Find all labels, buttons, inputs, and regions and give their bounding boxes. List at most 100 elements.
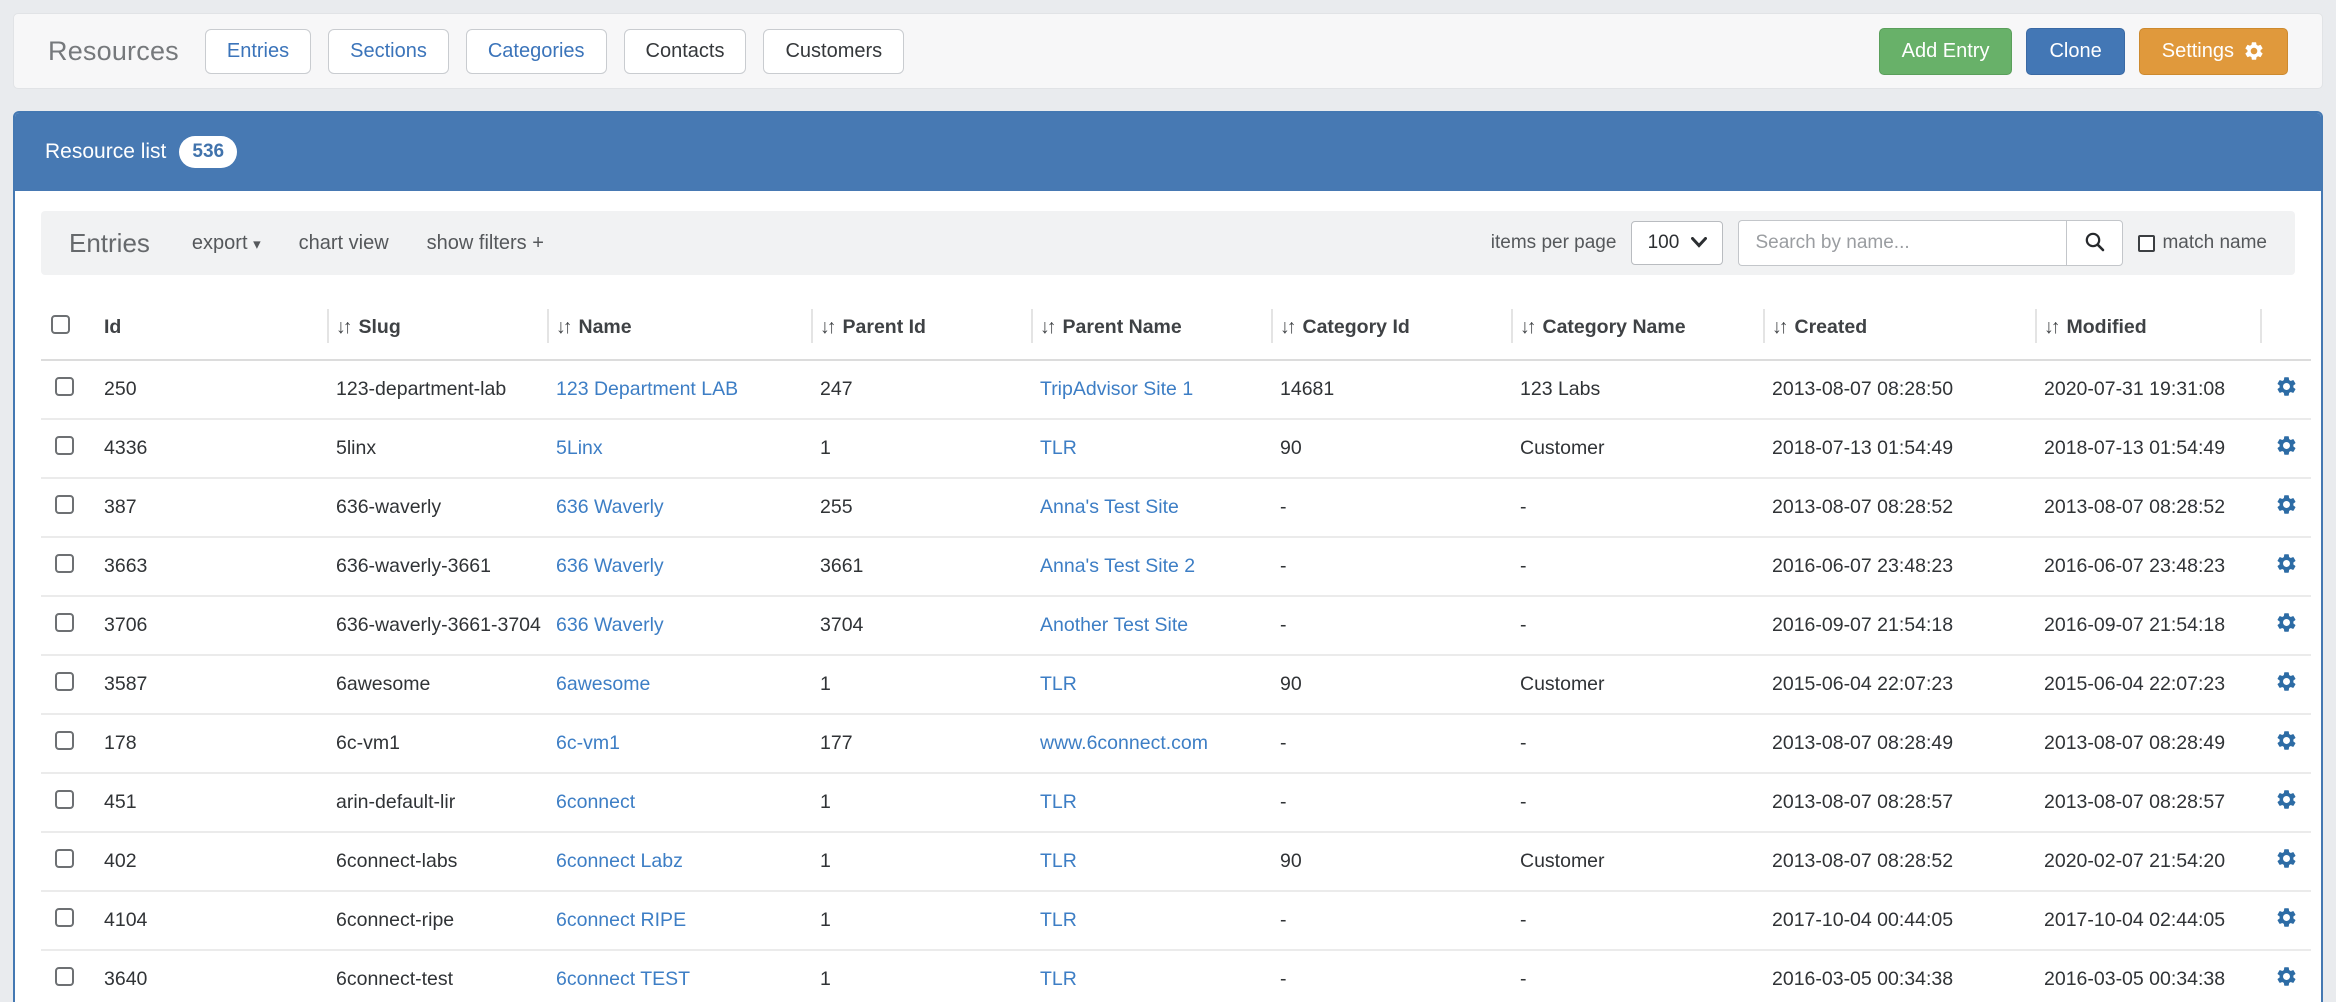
- gear-icon[interactable]: [2275, 495, 2298, 521]
- row-checkbox[interactable]: [55, 554, 74, 573]
- items-per-page-select[interactable]: 100: [1631, 221, 1724, 265]
- cell-category-id: 90: [1280, 437, 1302, 459]
- cell-id: 3587: [104, 673, 148, 695]
- cell-name: 5Linx: [548, 419, 812, 478]
- gear-icon[interactable]: [2275, 672, 2298, 698]
- cell-created: 2016-03-05 00:34:38: [1772, 968, 1954, 990]
- sort-icon: ↓↑: [556, 316, 572, 338]
- cell-modified: 2015-06-04 22:07:23: [2044, 673, 2226, 695]
- cell-parent-id: 177: [820, 732, 853, 754]
- cell-name: 6c-vm1: [548, 714, 812, 773]
- parent-name-link[interactable]: TLR: [1040, 968, 1077, 990]
- row-select-cell: [41, 537, 96, 596]
- gear-icon[interactable]: [2275, 436, 2298, 462]
- row-checkbox[interactable]: [55, 849, 74, 868]
- name-link[interactable]: 6connect TEST: [556, 968, 691, 990]
- column-header-category-id[interactable]: ↓↑ Category Id: [1271, 299, 1512, 360]
- cell-modified: 2018-07-13 01:54:49: [2044, 437, 2226, 459]
- gear-icon[interactable]: [2275, 849, 2298, 875]
- row-checkbox[interactable]: [55, 377, 74, 396]
- select-all-checkbox[interactable]: [51, 315, 70, 334]
- row-checkbox[interactable]: [55, 613, 74, 632]
- column-header-slug[interactable]: ↓↑ Slug: [327, 299, 548, 360]
- row-checkbox[interactable]: [55, 731, 74, 750]
- parent-name-link[interactable]: TLR: [1040, 791, 1077, 813]
- name-link[interactable]: 6c-vm1: [556, 732, 620, 754]
- row-checkbox[interactable]: [55, 495, 74, 514]
- name-link[interactable]: 636 Waverly: [556, 614, 664, 636]
- column-header-parent-id[interactable]: ↓↑ Parent Id: [811, 299, 1032, 360]
- tab-contacts[interactable]: Contacts: [623, 28, 747, 74]
- caret-down-icon: ▾: [253, 235, 261, 253]
- search-button[interactable]: [2066, 220, 2124, 266]
- cell-modified: 2017-10-04 02:44:05: [2044, 909, 2226, 931]
- parent-name-link[interactable]: Another Test Site: [1040, 614, 1189, 636]
- name-link[interactable]: 5Linx: [556, 437, 603, 459]
- cell-parent-id: 1: [820, 909, 831, 931]
- name-link[interactable]: 123 Department LAB: [556, 378, 739, 400]
- cell-category-name: -: [1520, 968, 1527, 990]
- cell-parent-name: TripAdvisor Site 1: [1032, 360, 1272, 419]
- row-select-cell: [41, 832, 96, 891]
- settings-button[interactable]: Settings: [2138, 27, 2288, 75]
- tab-categories[interactable]: Categories: [465, 28, 607, 74]
- items-per-page-label: items per page: [1490, 232, 1617, 253]
- column-label: Parent Name: [1062, 316, 1182, 338]
- tab-entries[interactable]: Entries: [204, 28, 312, 74]
- row-checkbox[interactable]: [55, 908, 74, 927]
- cell-slug: 6c-vm1: [336, 732, 400, 754]
- name-link[interactable]: 636 Waverly: [556, 555, 664, 577]
- show-filters-button[interactable]: show filters +: [426, 231, 544, 254]
- parent-name-link[interactable]: TripAdvisor Site 1: [1040, 378, 1194, 400]
- select-all-header-cell: [41, 299, 96, 360]
- column-header-created[interactable]: ↓↑ Created: [1763, 299, 2036, 360]
- panel-body: Entries export ▾ chart view show filters…: [15, 191, 2321, 1002]
- name-link[interactable]: 6connect RIPE: [556, 909, 687, 931]
- parent-name-link[interactable]: Anna's Test Site: [1040, 496, 1179, 518]
- cell-slug: 6connect-labs: [336, 850, 458, 872]
- name-link[interactable]: 6connect Labz: [556, 850, 683, 872]
- export-dropdown[interactable]: export ▾: [191, 231, 261, 254]
- cell-category-name: 123 Labs: [1520, 378, 1601, 400]
- parent-name-link[interactable]: TLR: [1040, 673, 1077, 695]
- parent-name-link[interactable]: www.6connect.com: [1040, 732, 1208, 754]
- row-checkbox[interactable]: [55, 672, 74, 691]
- sort-icon: ↓↑: [1040, 316, 1056, 338]
- gear-icon[interactable]: [2275, 613, 2298, 639]
- name-link[interactable]: 6awesome: [556, 673, 651, 695]
- row-checkbox[interactable]: [55, 790, 74, 809]
- parent-name-link[interactable]: TLR: [1040, 850, 1077, 872]
- cell-category-name: -: [1520, 614, 1527, 636]
- top-header: Resources Entries Sections Categories Conta…: [13, 13, 2323, 89]
- column-header-modified[interactable]: ↓↑ Modified: [2035, 299, 2261, 360]
- search-input[interactable]: [1738, 220, 2067, 266]
- name-link[interactable]: 6connect: [556, 791, 636, 813]
- column-header-category-name[interactable]: ↓↑ Category Name: [1511, 299, 1764, 360]
- row-select-cell: [41, 596, 96, 655]
- column-header-name[interactable]: ↓↑ Name: [547, 299, 812, 360]
- table-row: 451 arin-default-lir 6connect 1 TLR - - 2013-08…: [41, 773, 2311, 832]
- cell-id: 3663: [104, 555, 148, 577]
- cell-id: 4104: [104, 909, 148, 931]
- add-entry-button[interactable]: Add Entry: [1878, 27, 2013, 75]
- parent-name-link[interactable]: TLR: [1040, 909, 1077, 931]
- parent-name-link[interactable]: TLR: [1040, 437, 1077, 459]
- tab-customers[interactable]: Customers: [763, 28, 905, 74]
- row-checkbox[interactable]: [55, 967, 74, 986]
- name-link[interactable]: 636 Waverly: [556, 496, 664, 518]
- cell-category-id: -: [1280, 791, 1287, 813]
- parent-name-link[interactable]: Anna's Test Site 2: [1040, 555, 1196, 577]
- column-header-parent-name[interactable]: ↓↑ Parent Name: [1031, 299, 1272, 360]
- gear-icon[interactable]: [2275, 908, 2298, 934]
- gear-icon[interactable]: [2275, 377, 2298, 403]
- tab-sections[interactable]: Sections: [328, 28, 449, 74]
- match-name-option: match name: [2138, 232, 2267, 254]
- gear-icon[interactable]: [2275, 790, 2298, 816]
- chart-view-button[interactable]: chart view: [298, 231, 389, 254]
- gear-icon[interactable]: [2275, 731, 2298, 757]
- gear-icon[interactable]: [2275, 554, 2298, 580]
- gear-icon[interactable]: [2275, 967, 2298, 993]
- clone-button[interactable]: Clone: [2026, 27, 2125, 75]
- match-name-checkbox[interactable]: [2138, 234, 2156, 252]
- row-checkbox[interactable]: [55, 436, 74, 455]
